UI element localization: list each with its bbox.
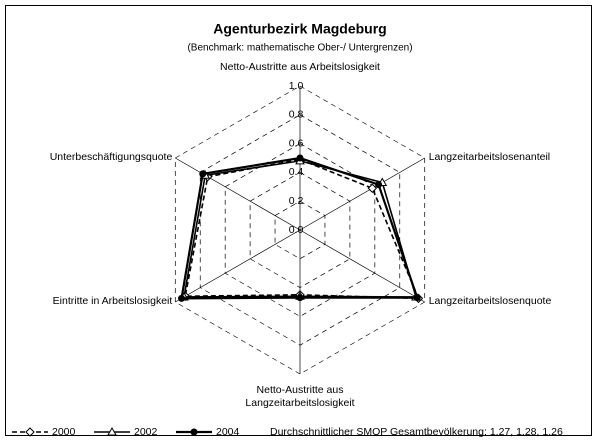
axis-label: Netto-Austritte aus Arbeitslosigkeit [220, 61, 380, 73]
tick-label: 1.0 [289, 80, 304, 92]
legend-marker [190, 428, 198, 436]
legend-label: 2000 [52, 426, 76, 438]
axis-label: Langzeitarbeitslosenanteil [428, 151, 551, 163]
data-point [296, 294, 304, 302]
spoke [299, 229, 425, 303]
legend-marker [107, 426, 117, 436]
tick-label: 0.8 [289, 109, 304, 121]
tick-label: 0.4 [289, 166, 304, 178]
spoke [175, 229, 301, 303]
legend-marker [25, 427, 35, 437]
chart-subtitle: (Benchmark: mathematische Ober-/ Untergr… [187, 43, 412, 54]
axis-label: Netto-Austritte aus Langzeitarbeitslosig… [245, 384, 355, 409]
tick-label: 0.0 [289, 224, 304, 236]
axis-label: Unterbeschäftigungsquote [49, 151, 173, 163]
chart-title: Agenturbezirk Magdeburg [213, 21, 386, 37]
data-point [367, 183, 378, 193]
data-point [296, 154, 304, 162]
axis-label: Eintritte in Arbeitslosigkeit [52, 295, 173, 307]
data-point [178, 294, 186, 302]
legend-label: 2002 [134, 426, 158, 438]
data-point [199, 170, 207, 178]
data-point [375, 181, 383, 189]
footnote: Durchschnittlicher SMOP Gesamtbevölkerun… [270, 426, 563, 438]
data-point [413, 294, 421, 302]
tick-label: 0.6 [289, 137, 304, 149]
chart-border [5, 5, 592, 436]
spoke [175, 157, 301, 231]
spoke [299, 157, 425, 231]
tick-label: 0.2 [289, 195, 304, 207]
axis-label: Langzeitarbeitslosenquote [428, 295, 552, 307]
legend-label: 2004 [216, 426, 240, 438]
